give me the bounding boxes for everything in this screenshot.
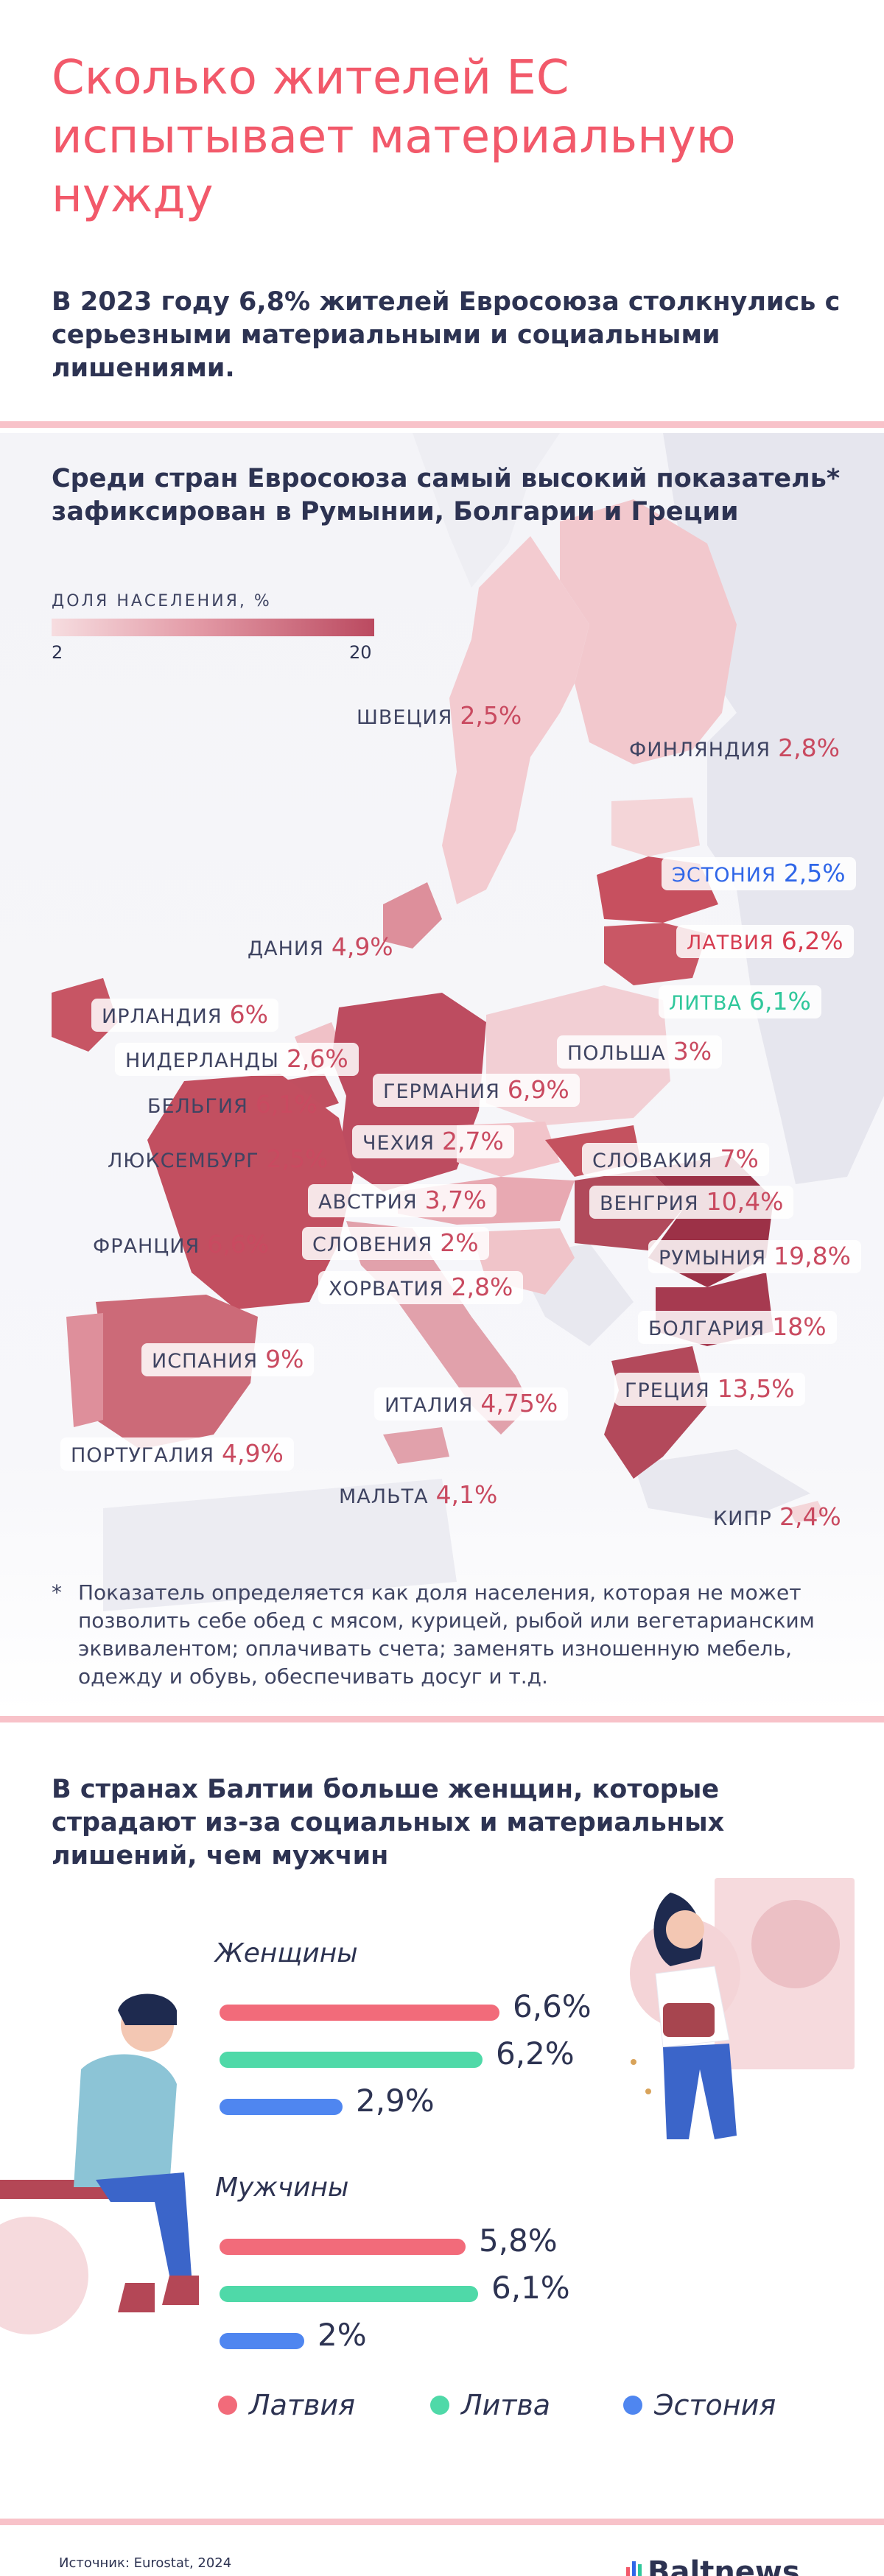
label-belgium: БЕЛЬГИЯ 6,1% (147, 1090, 318, 1119)
group-title-men: Мужчины (215, 2172, 349, 2203)
label-netherlands: НИДЕРЛАНДЫ 2,6% (115, 1043, 359, 1076)
legend-gradient (52, 619, 374, 636)
label-hungary: ВЕНГРИЯ 10,4% (589, 1186, 794, 1219)
label-france: ФРАНЦИЯ 6,6% (93, 1230, 270, 1259)
brand-name: Baltnews (648, 2555, 800, 2576)
legend-min: 2 (52, 642, 63, 663)
value-women-latvia: 6,6% (513, 1988, 592, 2024)
bar-men-lithuania (220, 2286, 478, 2302)
label-poland: ПОЛЬША 3% (557, 1035, 723, 1069)
footnote-star: * (52, 1580, 62, 1605)
cyprus-region (788, 1501, 825, 1523)
legend-item-lithuania: Литва (430, 2389, 550, 2421)
source-text: Источник: Eurostat, 2024 (59, 2555, 232, 2571)
divider (0, 2519, 884, 2525)
legend-label-latvia: Латвия (249, 2389, 355, 2421)
group-title-women: Женщины (215, 1938, 358, 1968)
estonia-region (611, 798, 700, 856)
lead-text: В 2023 году 6,8% жителей Евросоюза столк… (52, 287, 841, 383)
label-finland: ФИНЛЯНДИЯ 2,8% (629, 733, 841, 762)
label-bulgaria: БОЛГАРИЯ 18% (638, 1311, 837, 1344)
label-slovenia: СЛОВЕНИЯ 2% (302, 1227, 489, 1260)
label-slovakia: СЛОВАКИЯ 7% (582, 1143, 769, 1176)
legend-item-latvia: Латвия (218, 2389, 355, 2421)
legend-label-estonia: Эстония (654, 2389, 776, 2421)
legend-dot-latvia (218, 2396, 237, 2415)
legend-dot-estonia (623, 2396, 642, 2415)
label-croatia: ХОРВАТИЯ 2,8% (318, 1271, 524, 1304)
value-men-lithuania: 6,1% (491, 2270, 570, 2306)
value-women-lithuania: 6,2% (496, 2035, 575, 2072)
page-title: Сколько жителей ЕС испытывает материальн… (52, 51, 736, 223)
bar-men-latvia (220, 2239, 466, 2255)
footnote-text: Показатель определяется как доля населен… (78, 1580, 815, 1689)
label-germany: ГЕРМАНИЯ 6,9% (373, 1074, 580, 1107)
label-cyprus: КИПР 2,4% (713, 1502, 841, 1531)
baltic-heading: В странах Балтии больше женщин, которые … (52, 1775, 725, 1871)
label-estonia: ЭСТОНИЯ 2,5% (662, 857, 856, 890)
label-lithuania: ЛИТВА 6,1% (659, 985, 821, 1018)
label-austria: АВСТРИЯ 3,7% (308, 1184, 497, 1217)
divider (0, 421, 884, 428)
value-men-estonia: 2% (318, 2317, 367, 2353)
label-malta: МАЛЬТА 4,1% (339, 1480, 498, 1509)
portugal-region (66, 1313, 103, 1427)
ireland-region (52, 978, 118, 1052)
label-latvia: ЛАТВИЯ 6,2% (676, 925, 854, 958)
sweden-region (442, 536, 589, 904)
label-czechia: ЧЕХИЯ 2,7% (352, 1125, 514, 1158)
legend-label: ДОЛЯ НАСЕЛЕНИЯ, % (52, 592, 272, 610)
label-luxembourg: ЛЮКСЕМБУРГ 2,5% (108, 1144, 329, 1173)
finland-region (560, 499, 737, 764)
map-heading: Среди стран Евросоюза самый высокий пока… (52, 464, 841, 527)
man-illustration (0, 1993, 199, 2334)
legend-dot-lithuania (430, 2396, 449, 2415)
label-italy: ИТАЛИЯ 4,75% (374, 1387, 569, 1421)
label-ireland: ИРЛАНДИЯ 6% (91, 999, 278, 1032)
label-spain: ИСПАНИЯ 9% (141, 1343, 315, 1376)
denmark-region (383, 882, 442, 949)
value-women-estonia: 2,9% (356, 2083, 435, 2119)
legend-max: 20 (349, 642, 372, 663)
bar-women-lithuania (220, 2052, 483, 2068)
label-greece: ГРЕЦИЯ 13,5% (614, 1373, 805, 1406)
label-sweden: ШВЕЦИЯ 2,5% (357, 701, 522, 730)
brand-logo: Baltnews (626, 2555, 800, 2576)
value-men-latvia: 5,8% (479, 2223, 558, 2259)
brand-icon (626, 2561, 642, 2576)
bar-men-estonia (220, 2333, 304, 2349)
bar-women-latvia (220, 2005, 499, 2021)
legend-label-lithuania: Литва (461, 2389, 551, 2421)
legend-item-estonia: Эстония (623, 2389, 776, 2421)
woman-illustration (630, 1878, 855, 2139)
divider (0, 1716, 884, 1722)
label-portugal: ПОРТУГАЛИЯ 4,9% (60, 1437, 294, 1471)
map-section: Среди стран Евросоюза самый высокий пока… (0, 433, 884, 1714)
label-romania: РУМЫНИЯ 19,8% (648, 1240, 861, 1273)
bar-women-estonia (220, 2099, 343, 2115)
label-denmark: ДАНИЯ 4,9% (248, 932, 393, 961)
